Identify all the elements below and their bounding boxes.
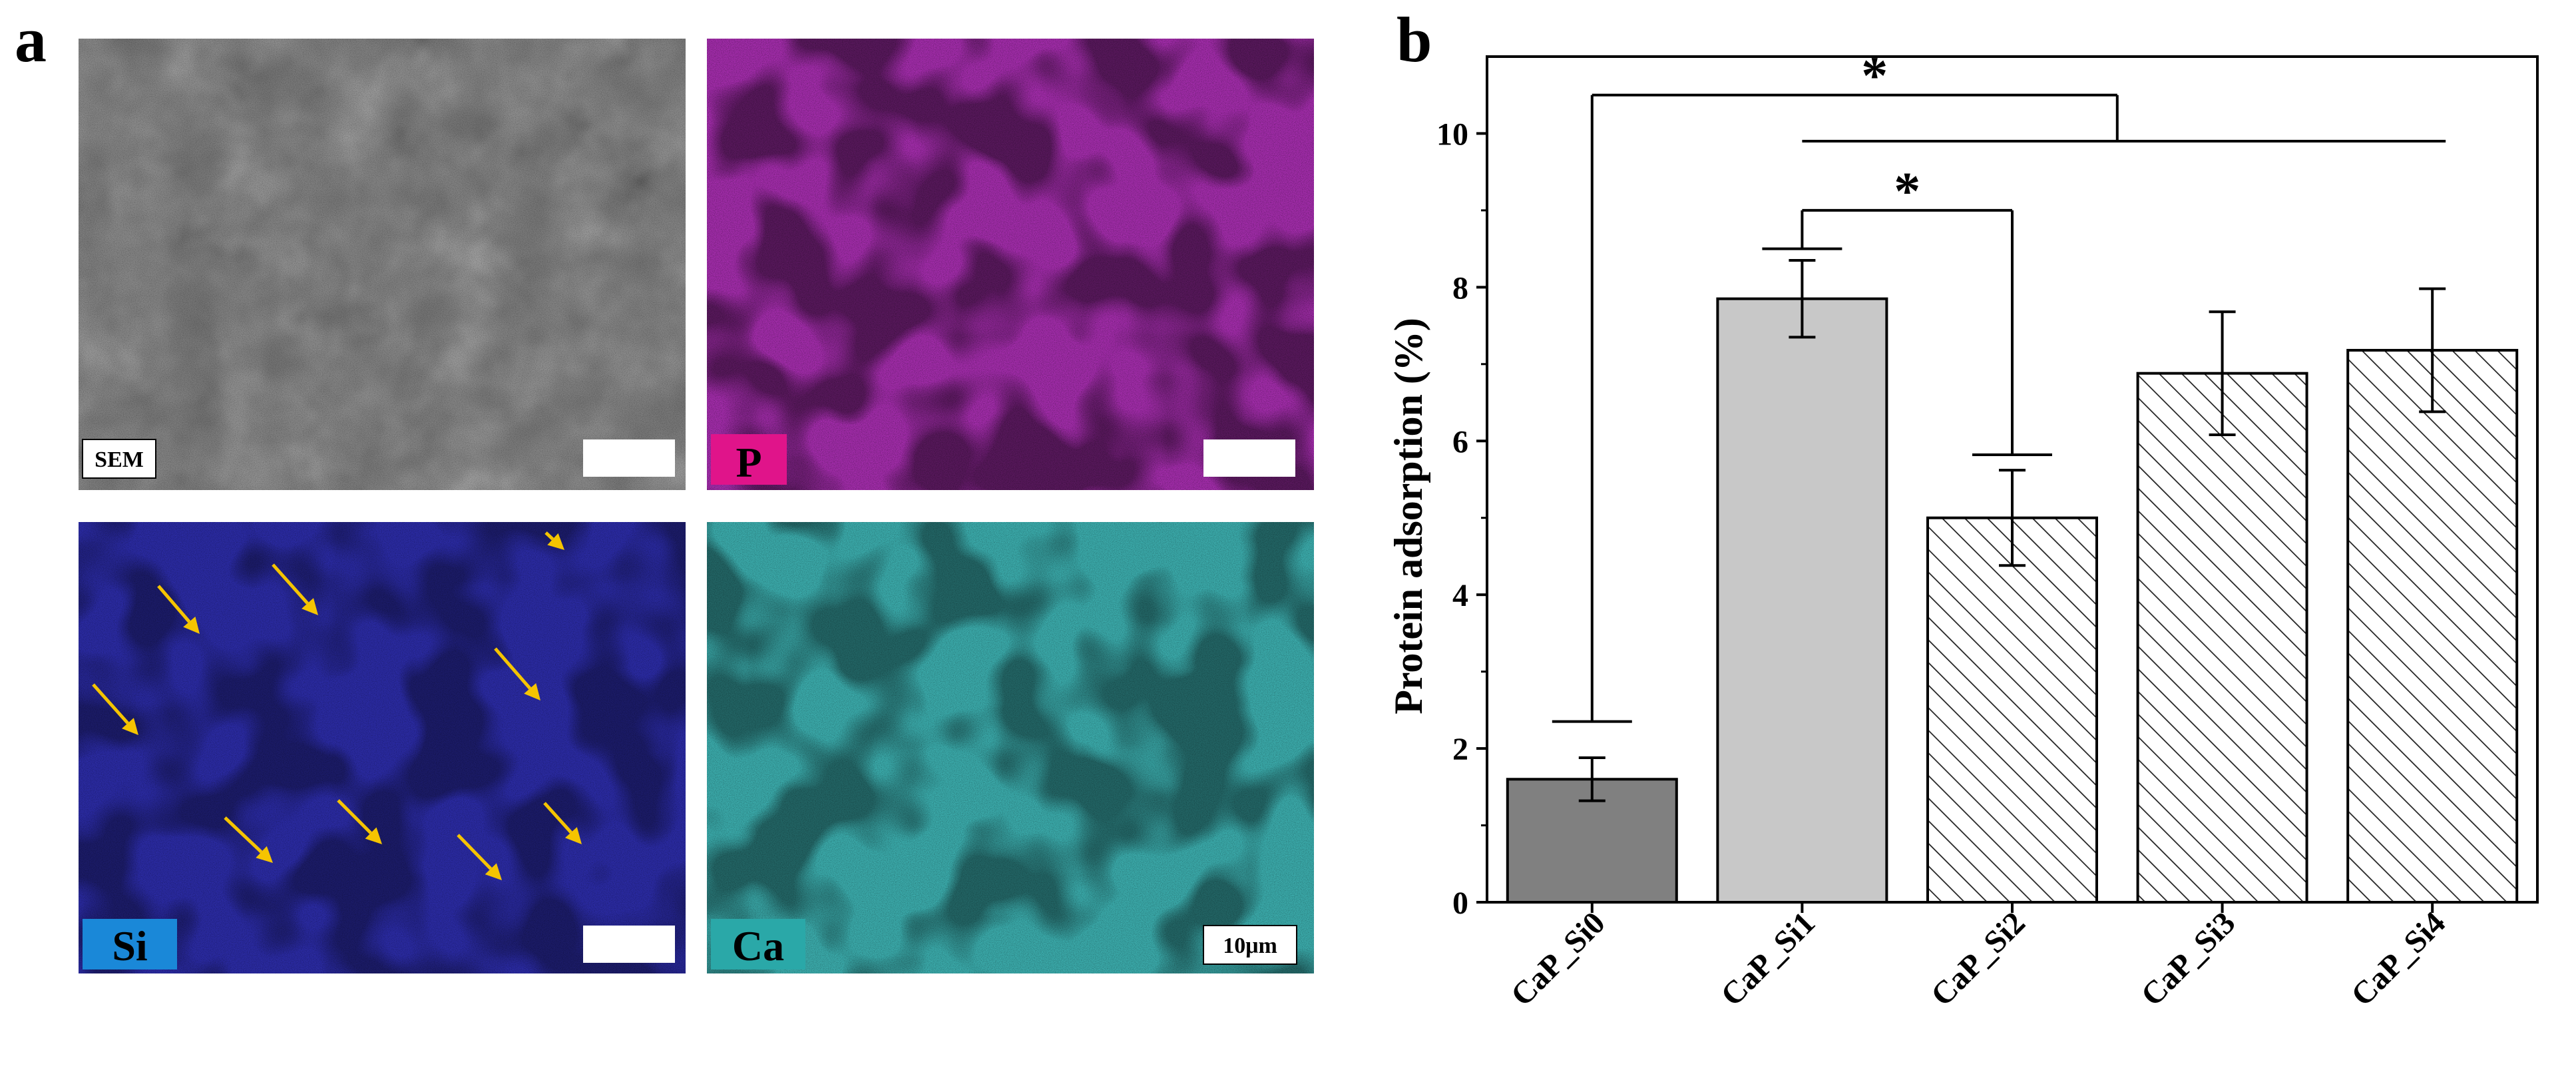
arrow-4 — [494, 647, 532, 690]
arrow-head-6 — [365, 827, 382, 844]
bar-CaP_Si4 — [2346, 349, 2519, 904]
arrow-head-1 — [302, 598, 318, 615]
y-axis-label: Protein adsorption (%) — [1387, 318, 1430, 714]
sem-speckle — [79, 39, 686, 490]
p-label: P — [736, 439, 761, 486]
ca-label-box — [711, 919, 805, 969]
y-tick-label-2: 4 — [1452, 578, 1468, 613]
si-arrows — [92, 531, 582, 880]
bar-CaP_Si2 — [1926, 516, 2098, 904]
arrow-1 — [272, 563, 309, 605]
y-tick-label-1: 2 — [1452, 732, 1468, 767]
arrow-head-8 — [565, 827, 582, 844]
arrow-head-3 — [122, 718, 138, 735]
tile-si: Si — [79, 522, 686, 973]
x-tick-label-0: CaP_Si0 — [1504, 905, 1612, 1013]
p-scale-bar — [1203, 439, 1295, 477]
x-tick-label-1: CaP_Si1 — [1714, 905, 1822, 1013]
y-tick-label-0: 0 — [1452, 886, 1468, 921]
arrow-0 — [157, 585, 191, 623]
y-tick-label-5: 10 — [1436, 117, 1468, 152]
arrow-head-2 — [547, 533, 564, 550]
arrow-8 — [543, 802, 572, 834]
arrow-head-4 — [524, 683, 540, 700]
arrow-head-0 — [183, 616, 200, 634]
arrow-7 — [457, 834, 493, 870]
si-map-speckle — [79, 522, 686, 973]
y-tick-label-3: 6 — [1452, 424, 1468, 459]
panel-a-letter: a — [15, 4, 47, 75]
si-label-box — [83, 919, 177, 969]
arrow-6 — [337, 799, 372, 834]
sem-label: SEM — [95, 447, 144, 472]
tile-sem: SEM — [79, 39, 686, 490]
ca-map-speckle — [707, 522, 1314, 973]
sem-label-box — [82, 439, 156, 479]
arrow-5 — [224, 816, 263, 854]
sig-star-2: * — [1894, 162, 1920, 221]
bar-CaP_Si3 — [2136, 372, 2308, 904]
arrow-head-5 — [256, 846, 273, 863]
tile-p: P — [707, 39, 1314, 490]
ca-label: Ca — [732, 922, 784, 969]
sem-scale-bar — [583, 439, 675, 477]
x-tick-label-3: CaP_Si3 — [2134, 905, 2242, 1013]
x-tick-label-2: CaP_Si2 — [1924, 905, 2032, 1013]
ca-scale-box — [1203, 925, 1297, 965]
sig-star-1: * — [1861, 47, 1888, 106]
y-tick-label-4: 8 — [1452, 270, 1468, 306]
ca-scale-text: 10μm — [1223, 934, 1277, 958]
si-label: Si — [112, 922, 147, 969]
arrow-2 — [544, 531, 554, 541]
bar-CaP_Si1 — [1716, 297, 1888, 904]
arrow-3 — [92, 683, 129, 724]
p-label-box — [711, 434, 787, 485]
bar-chart: 0 2 4 6 8 10 CaP_Si0 CaP_Si1 CaP_Si2 CaP_Si3 CaP_S… — [1436, 47, 2539, 1013]
si-scale-bar — [583, 926, 675, 963]
arrow-head-7 — [485, 863, 502, 880]
tile-ca: Ca 10μm — [707, 522, 1314, 973]
panel-b-letter: b — [1396, 4, 1432, 75]
x-tick-label-4: CaP_Si4 — [2344, 905, 2452, 1013]
p-map-speckle — [707, 39, 1314, 490]
